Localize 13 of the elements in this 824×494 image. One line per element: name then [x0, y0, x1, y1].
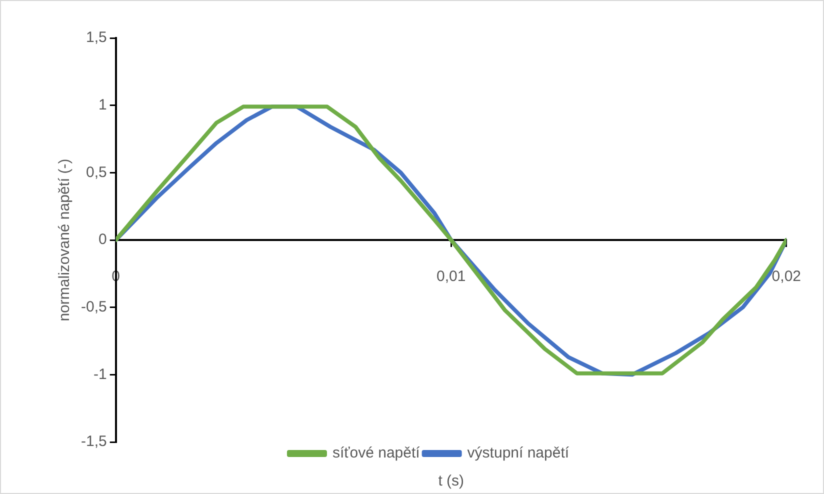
legend-label: síťové napětí	[332, 444, 421, 462]
y-tick-label: -1	[94, 366, 107, 383]
x-tick-label: 0,02	[772, 268, 802, 286]
y-tick-label: 1,5	[86, 29, 107, 46]
legend-label: výstupní napětí	[467, 444, 570, 462]
x-axis-title: t (s)	[438, 472, 464, 490]
y-tick-label: -1,5	[80, 433, 107, 450]
y-tick-label: 0	[98, 231, 107, 248]
y-tick-label: -0,5	[80, 298, 107, 316]
x-tick-label: 0,01	[436, 268, 466, 286]
y-tick-label: 0,5	[86, 164, 107, 181]
y-axis-title: normalizované napětí (-)	[56, 158, 74, 322]
y-tick-label: 1	[98, 96, 107, 114]
